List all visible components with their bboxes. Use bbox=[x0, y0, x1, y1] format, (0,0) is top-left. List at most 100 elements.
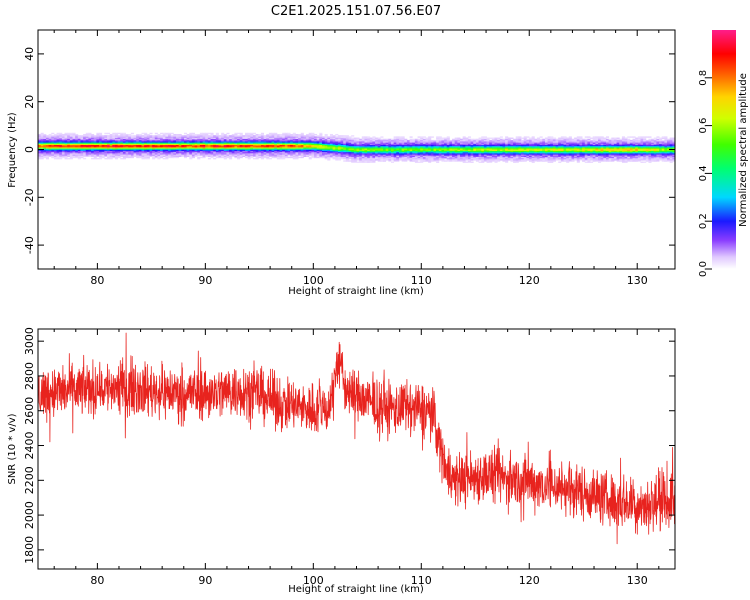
spectrogram-cell bbox=[600, 148, 604, 150]
spectrogram-cell bbox=[295, 137, 299, 140]
spectrogram-cell bbox=[563, 143, 567, 146]
spectrogram-cell bbox=[632, 142, 636, 144]
spectrogram-cell bbox=[114, 149, 119, 151]
spectrogram-cell bbox=[603, 149, 607, 151]
spectrogram-cell bbox=[189, 144, 193, 147]
spectrogram-cell bbox=[661, 160, 665, 162]
spectrogram-cell bbox=[475, 145, 479, 148]
spectrogram-cell bbox=[635, 157, 639, 160]
spectrogram-cell bbox=[433, 149, 437, 151]
spectrogram-cell bbox=[351, 135, 355, 137]
spectrogram-cell bbox=[544, 143, 548, 146]
spectrogram-cell bbox=[345, 142, 349, 144]
spectrogram-cell bbox=[489, 159, 493, 161]
spectrogram-cell bbox=[287, 141, 291, 143]
spectrogram-cell bbox=[544, 160, 548, 162]
spectrogram-cell bbox=[409, 145, 413, 148]
spectrogram-cell bbox=[183, 154, 188, 156]
snr-y-tick-label: 2400 bbox=[23, 432, 36, 460]
spectrogram-cell bbox=[616, 148, 620, 150]
spectrogram-cell bbox=[266, 156, 270, 159]
spectrogram-cell bbox=[489, 156, 493, 159]
spectrogram-cell bbox=[600, 143, 604, 146]
spectrogram-cell bbox=[114, 136, 119, 138]
spectrogram-cell bbox=[536, 157, 541, 160]
spectrogram-cell bbox=[430, 154, 434, 156]
spectrogram-cell bbox=[515, 142, 519, 144]
spectrogram-cell bbox=[576, 156, 580, 159]
spectrogram-cell bbox=[38, 139, 42, 142]
spectrogram-cell bbox=[377, 144, 381, 147]
spectrogram-cell bbox=[430, 159, 434, 161]
spectrogram-cell bbox=[409, 156, 413, 159]
spectrogram-cell bbox=[430, 157, 434, 160]
spectrogram-cell bbox=[560, 138, 564, 141]
spectrogram-cell bbox=[627, 142, 631, 144]
spectrogram-cell bbox=[168, 144, 172, 147]
spectrogram-cell bbox=[566, 137, 570, 140]
spectrogram-cell bbox=[539, 147, 543, 149]
spectrogram-cell bbox=[598, 157, 602, 160]
spectrogram-cell bbox=[656, 155, 660, 157]
spectrogram-cell bbox=[547, 141, 551, 143]
spectrogram-cell bbox=[529, 156, 533, 159]
spectrogram-cell bbox=[478, 159, 482, 161]
spectrogram-cell bbox=[518, 141, 522, 143]
spectrogram-cell bbox=[629, 139, 633, 142]
spectrogram-cell bbox=[375, 156, 379, 159]
spectrogram-cell bbox=[470, 153, 474, 155]
spectrogram-cell bbox=[335, 143, 339, 146]
spectrogram-cell bbox=[221, 156, 225, 159]
spectrogram-cell bbox=[664, 143, 668, 146]
spectrogram-cell bbox=[661, 148, 665, 150]
spectrogram-cell bbox=[104, 157, 108, 160]
spectrogram-cell bbox=[499, 155, 503, 157]
spectrogram-cell bbox=[234, 136, 238, 138]
spectrogram-cell bbox=[91, 155, 95, 157]
spectrogram-cell bbox=[255, 139, 259, 142]
spectrogram-cell bbox=[260, 143, 264, 146]
spectrogram-cell bbox=[176, 145, 180, 148]
spectrogram-cell bbox=[645, 142, 649, 144]
spectrogram-cell bbox=[343, 144, 347, 147]
spectrogram-cell bbox=[648, 145, 652, 148]
spectrogram-cell bbox=[154, 142, 158, 144]
spectrogram-cell bbox=[168, 142, 172, 144]
spectrogram-cell bbox=[162, 145, 166, 148]
spectrogram-cell bbox=[563, 139, 567, 142]
spectrogram-cell bbox=[364, 147, 368, 149]
spectrogram-cell bbox=[603, 144, 607, 147]
spectrogram-cell bbox=[221, 132, 225, 135]
spectrogram-cell bbox=[645, 139, 649, 142]
spectrogram-cell bbox=[122, 151, 126, 154]
spectrogram-cell bbox=[542, 151, 546, 154]
spectrogram-cell bbox=[364, 144, 368, 147]
spectrogram-cell bbox=[529, 157, 533, 160]
spectrogram-cell bbox=[441, 156, 445, 159]
spectrogram-cell bbox=[252, 150, 257, 153]
spectrogram-cell bbox=[276, 151, 280, 154]
spectrogram-cell bbox=[536, 154, 541, 156]
colorbar: 0.00.20.40.60.8 Normalized spectral ampl… bbox=[698, 30, 749, 277]
spectrogram-cell bbox=[409, 136, 413, 138]
spectrogram-cell bbox=[467, 139, 472, 142]
spectrogram-cell bbox=[345, 149, 349, 151]
spectrogram-cell bbox=[542, 160, 546, 162]
spectrogram-cell bbox=[401, 154, 405, 156]
spectrogram-cell bbox=[189, 138, 193, 141]
spectrogram-cell bbox=[656, 143, 660, 146]
spectrogram-cell bbox=[396, 139, 400, 142]
spectrogram-cell bbox=[295, 157, 299, 160]
spectrogram-cell bbox=[237, 135, 241, 137]
spectrogram-cell bbox=[576, 138, 580, 141]
spectrogram-cell bbox=[266, 138, 270, 141]
spectrogram-cell bbox=[99, 133, 103, 136]
spectrogram-cell bbox=[93, 135, 97, 137]
spectrogram-cell bbox=[420, 151, 424, 154]
spectrogram-cell bbox=[332, 155, 336, 157]
spectrogram-cell bbox=[611, 150, 615, 153]
spectrogram-cell bbox=[467, 161, 472, 163]
spectrogram-cell bbox=[380, 144, 384, 147]
spectrogram-cell bbox=[186, 153, 190, 155]
spectrogram-cell bbox=[162, 138, 166, 141]
